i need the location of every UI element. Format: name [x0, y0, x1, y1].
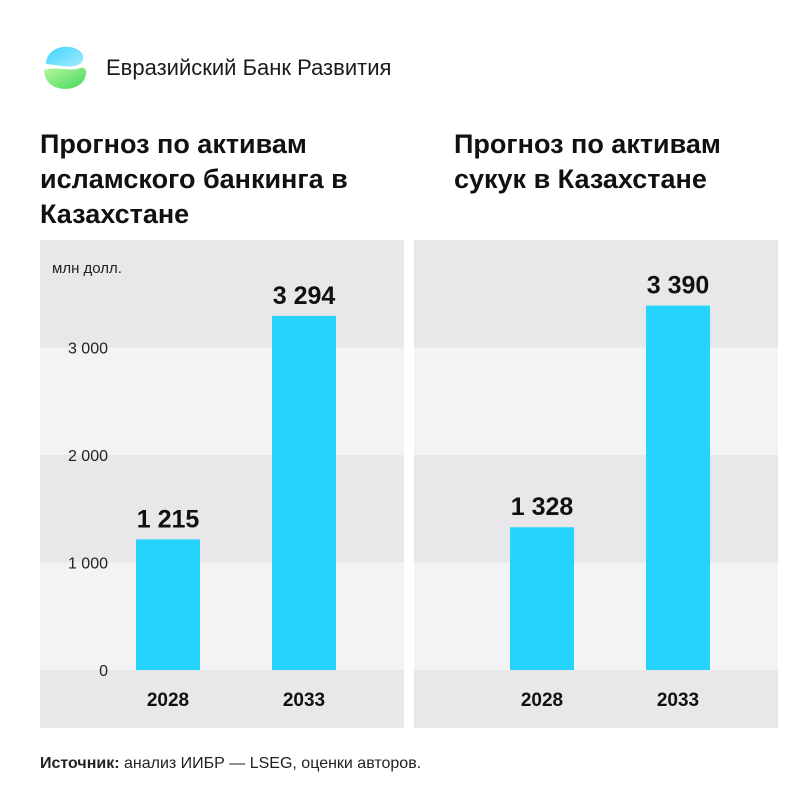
logo-top-shape: [46, 46, 84, 67]
chart-title-islamic-banking: Прогноз по активам исламского банкинга в…: [40, 129, 348, 229]
grid-band: [40, 347, 404, 455]
value-label-2028: 1 215: [137, 505, 200, 533]
source-text: анализ ИИБР — LSEG, оценки авторов.: [119, 755, 422, 772]
y-tick-label: 0: [99, 663, 108, 680]
y-tick-label: 1 000: [68, 556, 108, 573]
value-label-2033: 3 390: [647, 272, 710, 300]
y-tick-label: 2 000: [68, 448, 108, 465]
y-tick-label: 3 000: [68, 341, 108, 358]
bar-2028: [510, 527, 574, 670]
sukuk-chart: 1 328 2028 3 390 2033: [414, 240, 778, 728]
bank-name: Евразийский Банк Развития: [106, 55, 392, 80]
grid-band: [414, 455, 778, 563]
grid-band: [414, 240, 778, 348]
bar-2028: [136, 539, 200, 670]
grid-band: [414, 562, 778, 670]
grid-band: [40, 562, 404, 670]
category-label-2028: 2028: [521, 690, 563, 711]
grid-band: [414, 670, 778, 728]
logo-bottom-shape: [44, 67, 87, 89]
bar-2033: [646, 305, 710, 670]
chart-title-sukuk: Прогноз по активам сукук в Казахстане: [454, 129, 721, 194]
category-label-2033: 2033: [283, 690, 325, 711]
unit-label: млн долл.: [52, 260, 122, 277]
value-label-2033: 3 294: [273, 282, 336, 310]
islamic-banking-chart: 0 1 000 2 000 3 000 1 215 2028 3 294 2033: [40, 240, 404, 728]
grid-band: [40, 240, 404, 348]
grid-band: [40, 670, 404, 728]
value-label-2028: 1 328: [511, 493, 574, 521]
source-label: Источник:: [40, 755, 120, 772]
category-label-2028: 2028: [147, 690, 189, 711]
ebr-logo: [44, 46, 87, 89]
grid-band: [414, 347, 778, 455]
category-label-2033: 2033: [657, 690, 699, 711]
source-note: Источник: анализ ИИБР — LSEG, оценки авт…: [40, 755, 421, 773]
bar-2033: [272, 315, 336, 670]
grid-band: [40, 455, 404, 563]
